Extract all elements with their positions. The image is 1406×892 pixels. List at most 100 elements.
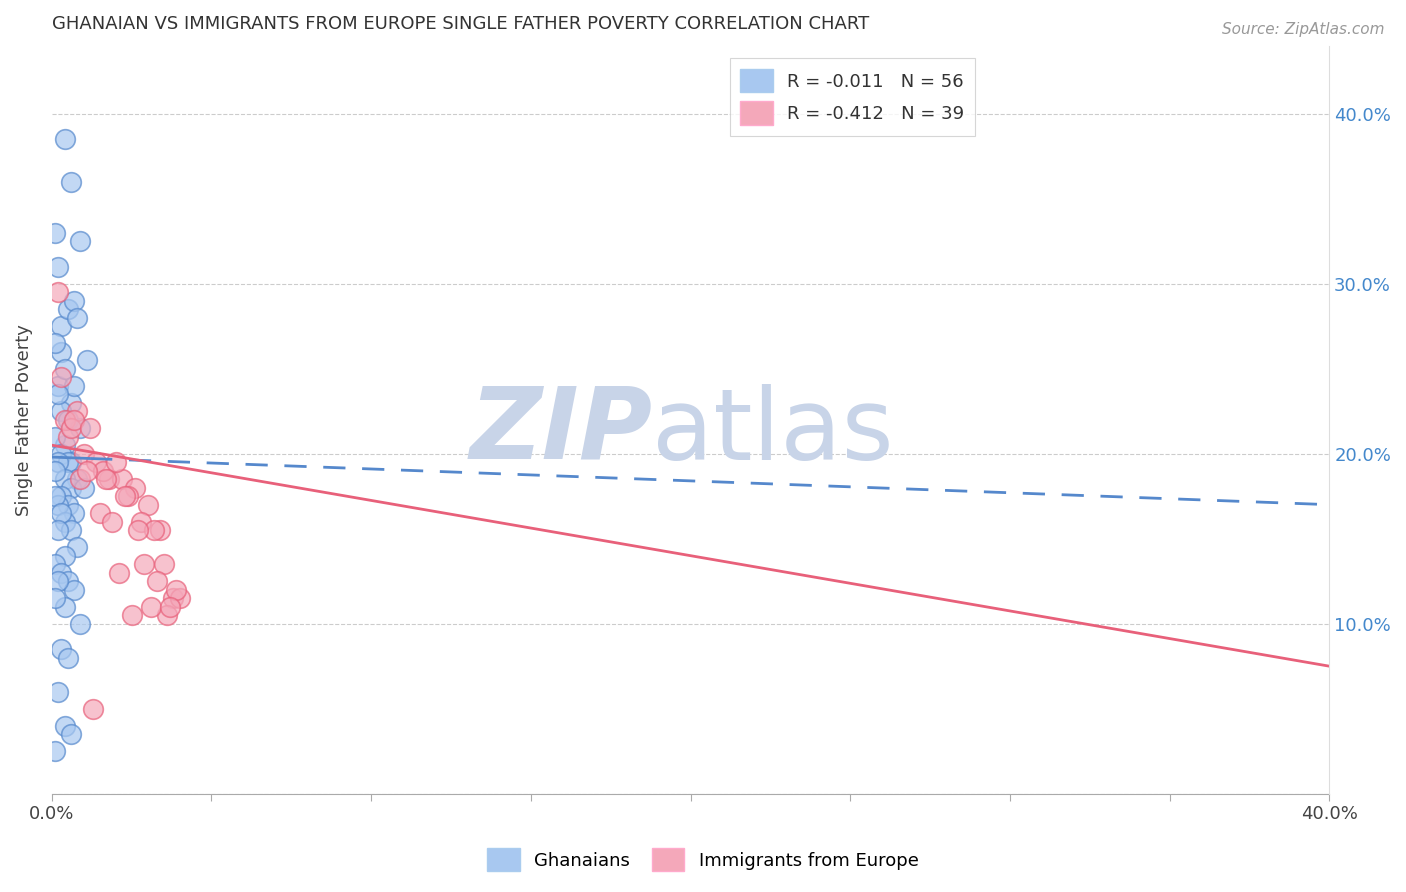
Point — [44, 489, 66, 503]
Point — [156, 608, 179, 623]
Point — [149, 523, 172, 537]
Point — [51, 344, 73, 359]
Point — [51, 319, 73, 334]
Text: Source: ZipAtlas.com: Source: ZipAtlas.com — [1222, 22, 1385, 37]
Point — [53, 515, 76, 529]
Y-axis label: Single Father Poverty: Single Father Poverty — [15, 324, 32, 516]
Point — [63, 378, 86, 392]
Point — [111, 472, 134, 486]
Point — [121, 608, 143, 623]
Point — [114, 489, 136, 503]
Point — [46, 684, 69, 698]
Point — [162, 591, 184, 606]
Point — [46, 285, 69, 300]
Point — [46, 498, 69, 512]
Point — [63, 506, 86, 520]
Point — [51, 447, 73, 461]
Point — [73, 447, 96, 461]
Text: ZIP: ZIP — [470, 383, 652, 479]
Point — [53, 719, 76, 733]
Point — [108, 566, 131, 580]
Point — [82, 701, 104, 715]
Point — [44, 744, 66, 758]
Point — [46, 455, 69, 469]
Text: GHANAIAN VS IMMIGRANTS FROM EUROPE SINGLE FATHER POVERTY CORRELATION CHART: GHANAIAN VS IMMIGRANTS FROM EUROPE SINGL… — [52, 15, 869, 33]
Point — [53, 599, 76, 614]
Point — [44, 336, 66, 351]
Point — [44, 464, 66, 478]
Point — [79, 421, 101, 435]
Point — [51, 566, 73, 580]
Point — [44, 430, 66, 444]
Point — [59, 455, 82, 469]
Point — [59, 523, 82, 537]
Point — [136, 498, 159, 512]
Point — [56, 650, 79, 665]
Point — [53, 132, 76, 146]
Point — [53, 361, 76, 376]
Point — [142, 523, 165, 537]
Point — [169, 591, 191, 606]
Point — [91, 464, 114, 478]
Point — [51, 642, 73, 657]
Point — [59, 727, 82, 741]
Point — [56, 498, 79, 512]
Point — [76, 353, 98, 368]
Point — [51, 404, 73, 418]
Point — [139, 599, 162, 614]
Point — [66, 310, 89, 325]
Point — [53, 549, 76, 563]
Point — [66, 540, 89, 554]
Point — [159, 599, 181, 614]
Point — [53, 438, 76, 452]
Point — [69, 421, 91, 435]
Point — [134, 557, 156, 571]
Text: atlas: atlas — [652, 384, 894, 481]
Point — [129, 515, 152, 529]
Point — [66, 404, 89, 418]
Point — [51, 370, 73, 384]
Point — [59, 421, 82, 435]
Point — [146, 574, 169, 589]
Point — [63, 412, 86, 426]
Point — [46, 387, 69, 401]
Point — [69, 234, 91, 248]
Point — [51, 506, 73, 520]
Point — [44, 226, 66, 240]
Point — [69, 472, 91, 486]
Point — [44, 591, 66, 606]
Point — [101, 515, 124, 529]
Point — [98, 472, 121, 486]
Point — [66, 472, 89, 486]
Point — [86, 455, 108, 469]
Point — [56, 302, 79, 317]
Point — [53, 412, 76, 426]
Point — [73, 481, 96, 495]
Point — [46, 523, 69, 537]
Point — [152, 557, 174, 571]
Point — [59, 395, 82, 409]
Point — [165, 582, 187, 597]
Point — [63, 293, 86, 308]
Point — [117, 489, 139, 503]
Point — [89, 506, 111, 520]
Point — [56, 455, 79, 469]
Point — [59, 481, 82, 495]
Point — [104, 455, 127, 469]
Legend: R = -0.011   N = 56, R = -0.412   N = 39: R = -0.011 N = 56, R = -0.412 N = 39 — [730, 59, 976, 136]
Point — [56, 412, 79, 426]
Point — [46, 378, 69, 392]
Point — [63, 582, 86, 597]
Point — [56, 430, 79, 444]
Point — [94, 472, 117, 486]
Point — [127, 523, 149, 537]
Point — [46, 260, 69, 274]
Point — [124, 481, 146, 495]
Point — [53, 472, 76, 486]
Point — [56, 574, 79, 589]
Point — [51, 489, 73, 503]
Point — [59, 175, 82, 189]
Point — [76, 464, 98, 478]
Point — [44, 557, 66, 571]
Point — [69, 616, 91, 631]
